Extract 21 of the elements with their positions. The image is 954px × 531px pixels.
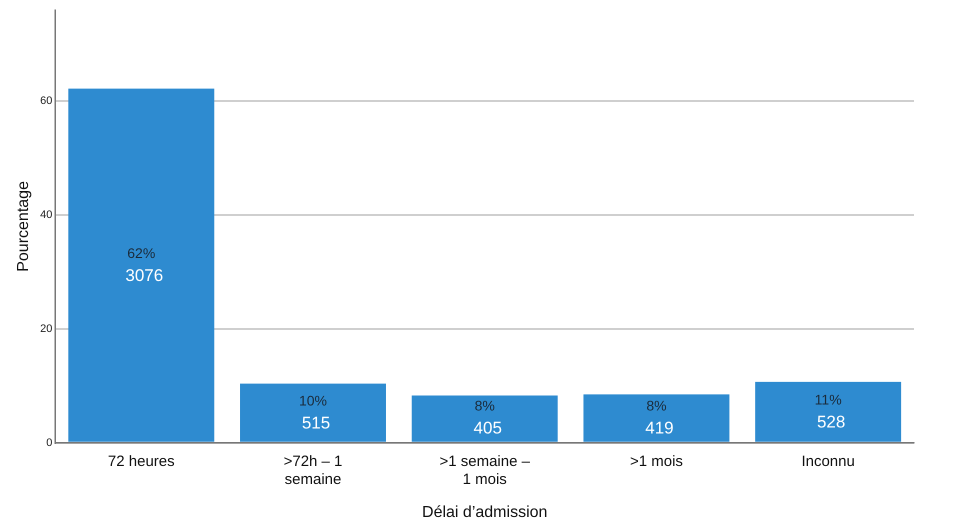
data-label: 11% 528: [814, 392, 846, 432]
x-tick-label: 72 heures: [108, 452, 175, 470]
bar: [68, 88, 214, 442]
bar: [583, 394, 730, 442]
bar: [240, 384, 386, 442]
y-tick-label: 40: [40, 209, 52, 222]
data-label: 8% 405: [474, 398, 502, 438]
data-label: 62% 3076: [125, 245, 164, 285]
data-label: 8% 419: [645, 398, 674, 438]
bar: [412, 396, 558, 442]
y-tick-label: 20: [40, 322, 52, 335]
x-axis-title: Délai d’admission: [422, 504, 548, 521]
x-tick-label: >72h – 1 semaine: [284, 452, 342, 488]
bar: [755, 382, 902, 442]
x-tick-label: Inconnu: [801, 452, 855, 470]
y-tick-label: 0: [46, 436, 52, 449]
y-axis-title: Pourcentage: [15, 180, 32, 272]
data-label: 10% 515: [298, 392, 330, 432]
x-tick-label: >1 semaine – 1 mois: [439, 452, 531, 488]
y-tick-label: 60: [40, 95, 52, 108]
x-tick-label: >1 mois: [630, 452, 683, 470]
